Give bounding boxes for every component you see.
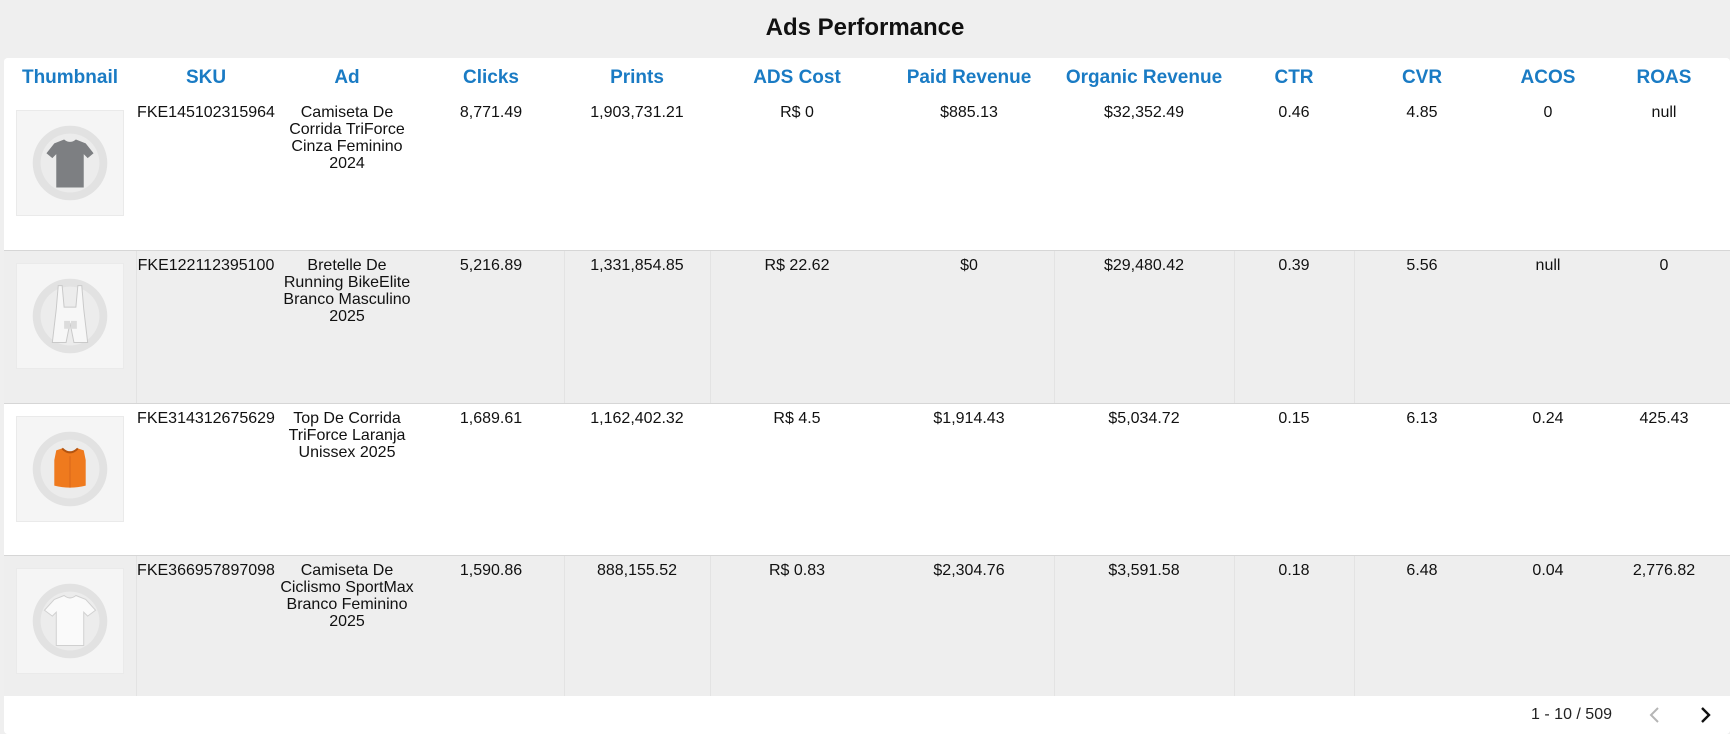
column-divider — [1354, 251, 1355, 404]
column-header-clicks[interactable]: Clicks — [463, 67, 519, 88]
organic-revenue-cell: $29,480.42 — [1103, 257, 1185, 274]
column-divider — [1354, 556, 1355, 697]
clicks-cell: 8,771.49 — [459, 104, 523, 121]
ads-performance-table: Thumbnail SKU Ad Clicks Prints ADS Cost … — [4, 58, 1730, 734]
ads-cost-cell: R$ 0 — [780, 104, 814, 121]
column-header-sku[interactable]: SKU — [185, 67, 227, 88]
orange-top-icon — [16, 416, 124, 522]
ctr-cell: 0.39 — [1278, 257, 1310, 274]
acos-cell: 0.24 — [1532, 410, 1564, 427]
table-row[interactable]: FKE314312675629 Top De Corrida TriForce … — [4, 403, 1730, 556]
prints-cell: 1,903,731.21 — [590, 104, 684, 121]
ctr-cell: 0.46 — [1278, 104, 1310, 121]
clicks-cell: 5,216.89 — [459, 257, 523, 274]
prints-cell: 1,331,854.85 — [590, 257, 684, 274]
column-header-acos[interactable]: ACOS — [1520, 67, 1576, 88]
column-header-ads-cost[interactable]: ADS Cost — [753, 67, 841, 88]
sku-cell: FKE314312675629 — [137, 410, 275, 427]
column-header-ctr[interactable]: CTR — [1274, 67, 1314, 88]
roas-cell: 2,776.82 — [1632, 562, 1696, 579]
paid-revenue-cell: $1,914.43 — [933, 410, 1005, 427]
white-tshirt-icon — [16, 568, 124, 674]
ads-cost-cell: R$ 0.83 — [768, 562, 826, 579]
paid-revenue-cell: $0 — [960, 257, 978, 274]
acos-cell: 0.04 — [1532, 562, 1564, 579]
sku-cell: FKE366957897098 — [137, 562, 275, 579]
table-row[interactable]: FKE122112395100 Bretelle De Running Bike… — [4, 250, 1730, 404]
column-divider — [1234, 251, 1235, 404]
cvr-cell: 5.56 — [1406, 257, 1438, 274]
clicks-cell: 1,590.86 — [459, 562, 523, 579]
paid-revenue-cell: $885.13 — [940, 104, 998, 121]
cvr-cell: 4.85 — [1406, 104, 1438, 121]
cvr-cell: 6.13 — [1406, 410, 1438, 427]
cvr-cell: 6.48 — [1406, 562, 1438, 579]
column-divider — [710, 251, 711, 404]
column-header-roas[interactable]: ROAS — [1636, 67, 1692, 88]
ad-cell: Camiseta De Ciclismo SportMax Branco Fem… — [280, 562, 414, 630]
acos-cell: null — [1535, 257, 1561, 274]
column-divider — [1054, 556, 1055, 697]
ctr-cell: 0.18 — [1278, 562, 1310, 579]
table-row[interactable]: FKE366957897098 Camiseta De Ciclismo Spo… — [4, 555, 1730, 697]
column-header-paid-revenue[interactable]: Paid Revenue — [906, 67, 1032, 88]
column-divider — [136, 556, 137, 697]
column-header-organic-revenue[interactable]: Organic Revenue — [1065, 67, 1223, 88]
table-row[interactable]: FKE145102315964 Camiseta De Corrida TriF… — [4, 98, 1730, 250]
column-divider — [564, 251, 565, 404]
column-divider — [710, 556, 711, 697]
column-header-prints[interactable]: Prints — [610, 67, 664, 88]
column-header-ad[interactable]: Ad — [334, 67, 360, 88]
column-divider — [1054, 251, 1055, 404]
organic-revenue-cell: $32,352.49 — [1103, 104, 1185, 121]
column-header-cvr[interactable]: CVR — [1401, 67, 1443, 88]
column-header-thumbnail[interactable]: Thumbnail — [21, 67, 119, 88]
organic-revenue-cell: $3,591.58 — [1108, 562, 1180, 579]
ctr-cell: 0.15 — [1278, 410, 1310, 427]
prints-cell: 1,162,402.32 — [590, 410, 684, 427]
ad-cell: Camiseta De Corrida TriForce Cinza Femin… — [289, 104, 405, 172]
acos-cell: 0 — [1543, 104, 1553, 121]
white-bib-shorts-icon — [16, 263, 124, 369]
pagination-bar: 1 - 10 / 509 — [4, 696, 1730, 734]
chevron-left-icon[interactable] — [1644, 704, 1666, 726]
organic-revenue-cell: $5,034.72 — [1108, 410, 1180, 427]
roas-cell: null — [1651, 104, 1677, 121]
paid-revenue-cell: $2,304.76 — [933, 562, 1005, 579]
roas-cell: 0 — [1659, 257, 1669, 274]
page-title: Ads Performance — [765, 14, 965, 41]
table-header: Thumbnail SKU Ad Clicks Prints ADS Cost … — [4, 58, 1730, 98]
column-divider — [1234, 556, 1235, 697]
roas-cell: 425.43 — [1639, 410, 1689, 427]
ads-cost-cell: R$ 4.5 — [773, 410, 821, 427]
sku-cell: FKE145102315964 — [137, 104, 275, 121]
gray-tshirt-icon — [16, 110, 124, 216]
column-divider — [564, 556, 565, 697]
pagination-range: 1 - 10 / 509 — [1531, 706, 1612, 723]
ads-cost-cell: R$ 22.62 — [764, 257, 830, 274]
column-divider — [136, 251, 137, 404]
ad-cell: Top De Corrida TriForce Laranja Unissex … — [288, 410, 406, 461]
clicks-cell: 1,689.61 — [459, 410, 523, 427]
sku-cell: FKE122112395100 — [137, 257, 275, 274]
ad-cell: Bretelle De Running BikeElite Branco Mas… — [283, 257, 411, 325]
prints-cell: 888,155.52 — [596, 562, 678, 579]
chevron-right-icon[interactable] — [1694, 704, 1716, 726]
